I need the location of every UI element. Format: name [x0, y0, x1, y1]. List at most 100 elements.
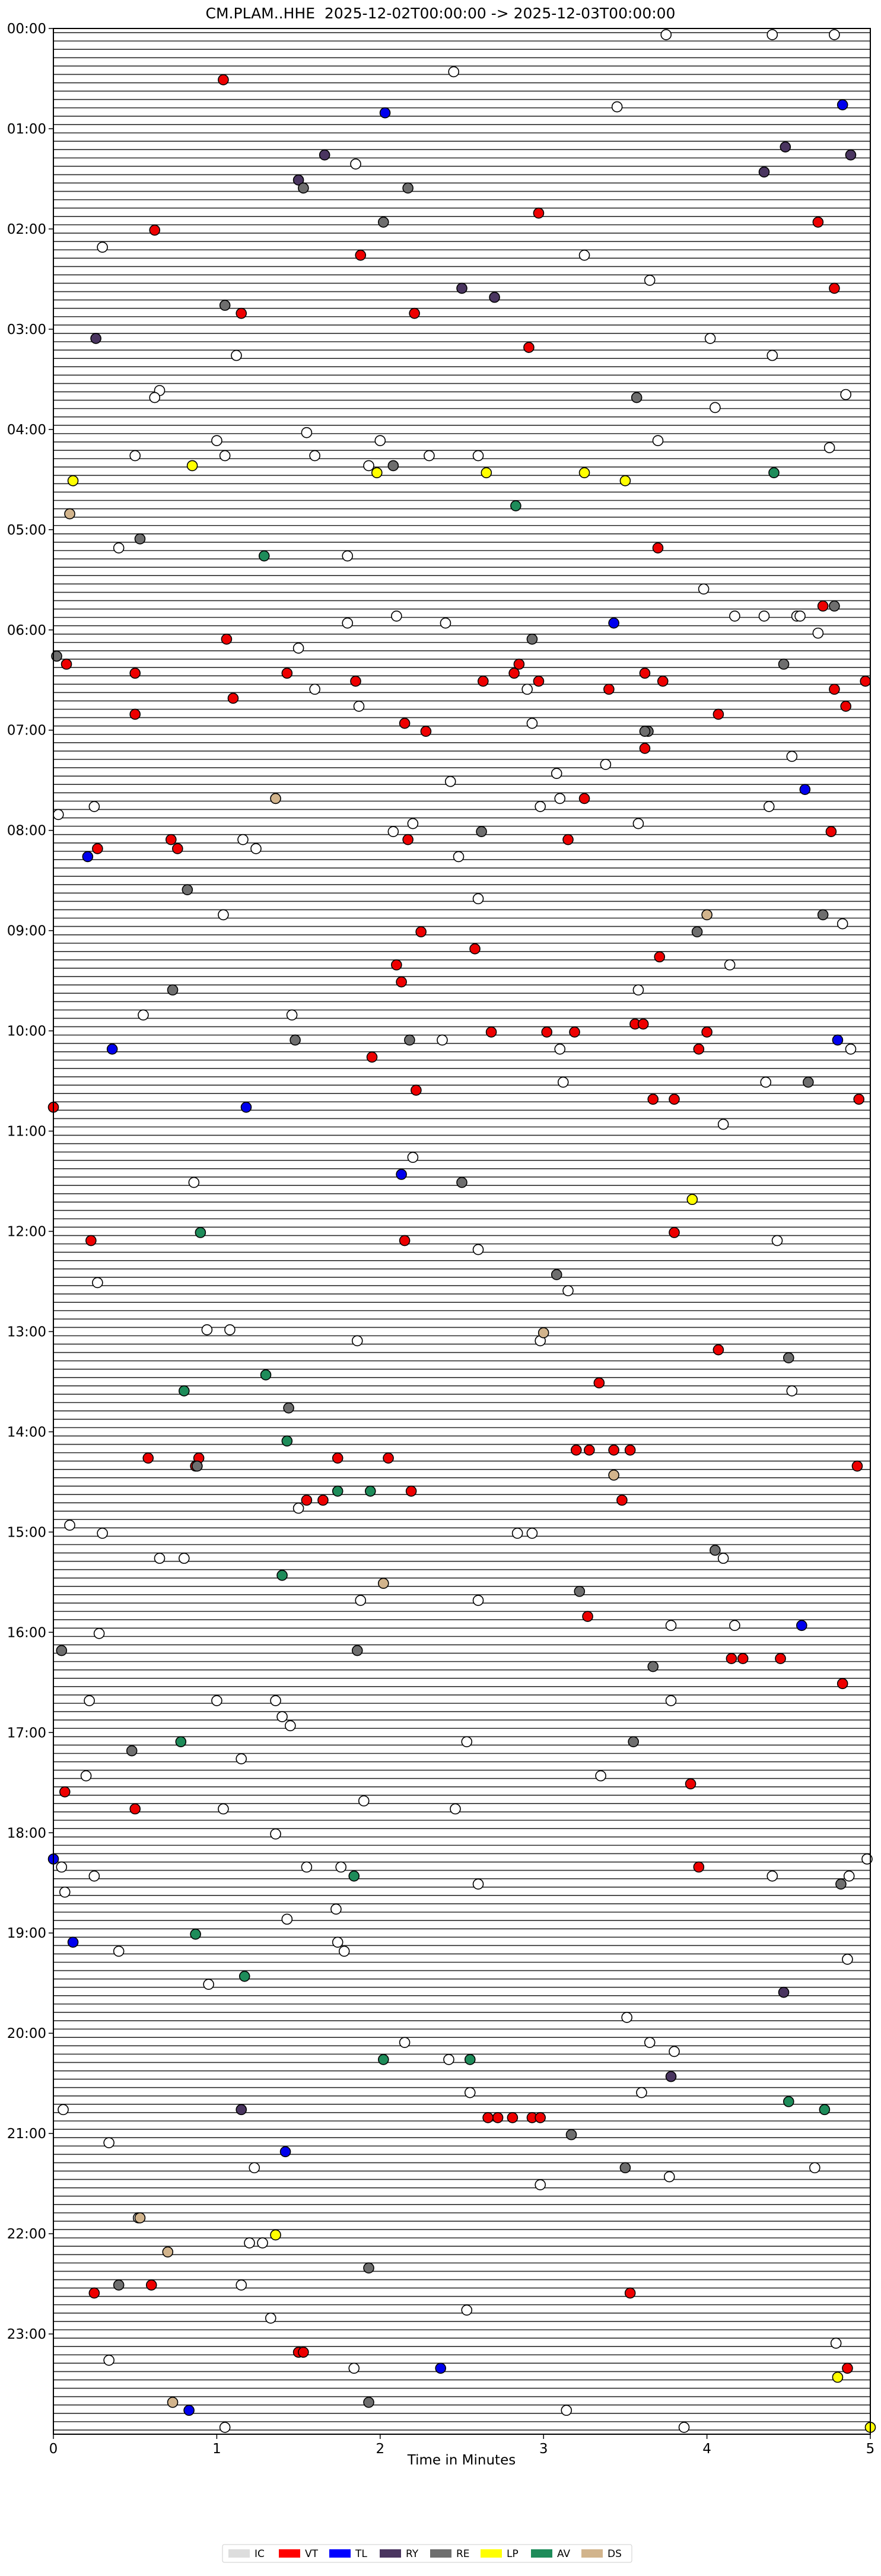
event-point-ic: [830, 2338, 842, 2349]
y-tick-label: 08:00: [7, 823, 46, 839]
event-point-ic: [840, 389, 851, 400]
trace-layer: [53, 32, 870, 2431]
event-point-ic: [766, 1870, 778, 1882]
event-point-vt: [383, 1452, 394, 1464]
event-point-vt: [88, 2287, 100, 2299]
event-point-ic: [760, 1076, 772, 1088]
event-point-vt: [825, 826, 837, 837]
event-point-ic: [350, 158, 361, 170]
event-point-ic: [237, 834, 249, 845]
event-point-vt: [317, 1494, 329, 1506]
event-point-vt: [420, 726, 432, 737]
event-point-vt: [578, 793, 590, 804]
event-point-vt: [639, 743, 651, 754]
event-point-ic: [64, 1519, 75, 1531]
event-point-vt: [145, 2279, 157, 2291]
event-point-ic: [786, 1385, 798, 1397]
y-tick-label: 00:00: [7, 21, 46, 37]
event-point-vt: [593, 1377, 605, 1389]
event-point-ic: [301, 427, 313, 438]
event-point-vt: [492, 2112, 504, 2123]
event-point-vt: [837, 1678, 848, 1690]
event-point-re: [113, 2279, 125, 2291]
event-point-vt: [172, 843, 183, 854]
event-point-vt: [391, 959, 402, 971]
event-point-ic: [812, 627, 824, 639]
event-point-tl: [435, 2362, 446, 2374]
event-point-re: [628, 1736, 639, 1748]
event-point-vt: [411, 1085, 422, 1096]
event-point-vt: [541, 1026, 553, 1038]
event-point-re: [363, 2396, 374, 2408]
event-point-ic: [578, 249, 590, 261]
event-point-re: [404, 1034, 415, 1046]
event-point-vt: [535, 2112, 546, 2123]
event-point-ic: [823, 442, 835, 453]
event-point-ic: [309, 450, 320, 462]
event-point-re: [647, 1661, 659, 1672]
event-point-ic: [211, 1695, 222, 1706]
event-point-vt: [92, 843, 103, 854]
event-point-ic: [632, 984, 644, 996]
event-point-ds: [162, 2246, 174, 2258]
event-point-ic: [250, 843, 262, 854]
event-point-re: [710, 1544, 721, 1556]
event-point-ic: [729, 610, 740, 622]
event-point-ic: [704, 333, 716, 344]
event-point-ic: [201, 1324, 213, 1335]
event-point-av: [378, 2054, 389, 2065]
y-tick-label: 11:00: [7, 1124, 46, 1140]
event-point-vt: [301, 1494, 313, 1506]
event-point-tl: [183, 2405, 195, 2416]
event-point-ic: [472, 1878, 484, 1890]
legend-swatch-vt: [279, 2549, 300, 2558]
event-point-vt: [409, 307, 420, 319]
event-point-ry: [778, 1986, 790, 1998]
event-point-re: [351, 1645, 363, 1656]
event-point-re: [691, 926, 703, 937]
event-point-ic: [103, 2354, 115, 2366]
event-point-vt: [829, 683, 840, 695]
legend-swatch-ic: [228, 2549, 250, 2558]
event-point-ic: [97, 241, 108, 253]
event-point-tl: [106, 1044, 118, 1055]
legend-swatch-av: [531, 2549, 552, 2558]
event-point-re: [803, 1076, 814, 1088]
event-point-ic: [244, 2237, 255, 2249]
event-point-ic: [472, 1244, 484, 1255]
event-markers: [47, 29, 876, 2433]
event-point-ic: [113, 542, 125, 554]
legend-label-av: AV: [557, 2548, 571, 2560]
event-point-ic: [56, 1861, 68, 1873]
event-point-re: [639, 726, 651, 737]
event-point-re: [283, 1402, 294, 1414]
event-point-ic: [698, 583, 710, 595]
event-point-tl: [837, 99, 848, 111]
event-point-av: [819, 2104, 831, 2116]
event-point-re: [778, 659, 790, 670]
event-point-ic: [461, 1736, 473, 1748]
event-point-ic: [149, 392, 161, 403]
x-tick-label: 4: [702, 2441, 711, 2457]
event-point-vt: [221, 633, 233, 645]
legend-swatch-ds: [581, 2549, 603, 2558]
event-point-ic: [58, 2104, 69, 2116]
event-point-lp: [186, 460, 198, 472]
event-point-vt: [685, 1778, 696, 1790]
event-point-ic: [554, 793, 566, 804]
y-tick-label: 18:00: [7, 1826, 46, 1841]
event-point-vt: [399, 717, 411, 729]
event-point-vt: [669, 1227, 680, 1238]
event-point-re: [192, 1460, 203, 1472]
event-point-ic: [837, 918, 848, 930]
event-point-av: [238, 1970, 250, 1982]
event-point-ic: [660, 29, 672, 40]
event-point-ic: [443, 2054, 454, 2065]
event-point-vt: [399, 1235, 411, 1246]
event-point-vt: [637, 1018, 649, 1030]
event-point-re: [619, 2162, 631, 2174]
event-point-ic: [632, 818, 644, 829]
event-point-vt: [608, 1444, 619, 1456]
event-point-vt: [860, 675, 872, 687]
legend-label-vt: VT: [305, 2548, 319, 2560]
